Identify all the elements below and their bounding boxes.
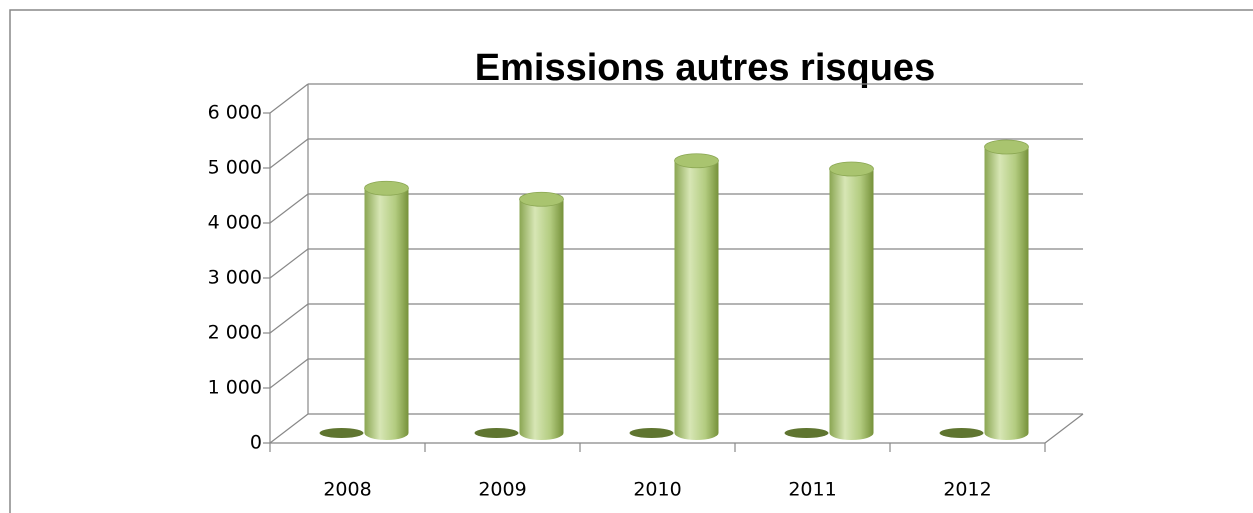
y-tick-label: 3 000 — [208, 267, 262, 289]
grid-line — [269, 358, 309, 389]
bar-top — [984, 139, 1029, 155]
grid-line — [269, 248, 309, 279]
bar-top — [674, 153, 719, 169]
grid-line — [269, 83, 309, 114]
grid-line — [269, 193, 309, 224]
y-tick-label: 6 000 — [208, 102, 262, 124]
grid-line — [269, 413, 309, 444]
x-tick-label: 2011 — [788, 479, 836, 501]
floor-edge — [1044, 413, 1084, 444]
y-tick-label: 5 000 — [208, 157, 262, 179]
bar-top — [829, 161, 874, 177]
bar — [784, 428, 829, 438]
bar — [674, 160, 719, 441]
bar — [474, 428, 519, 438]
bar-top — [364, 180, 409, 196]
y-tick-label: 4 000 — [208, 212, 262, 234]
bar — [829, 169, 874, 441]
bar — [519, 199, 564, 441]
bar — [319, 428, 364, 438]
bar — [984, 147, 1029, 441]
y-tick-label: 0 — [250, 432, 262, 454]
x-tick-label: 2009 — [478, 479, 526, 501]
bar — [364, 188, 409, 441]
y-tick-label: 2 000 — [208, 322, 262, 344]
chart-frame — [9, 9, 1253, 513]
bar — [939, 428, 984, 438]
bar-top — [519, 191, 564, 207]
y-tick-label: 1 000 — [208, 377, 262, 399]
grid-line — [269, 303, 309, 334]
chart-title: Emissions autres risques — [475, 47, 935, 89]
x-tick-label: 2012 — [943, 479, 991, 501]
bar — [629, 428, 674, 438]
grid-line — [269, 138, 309, 169]
x-tick-label: 2010 — [633, 479, 681, 501]
x-tick-label: 2008 — [323, 479, 371, 501]
